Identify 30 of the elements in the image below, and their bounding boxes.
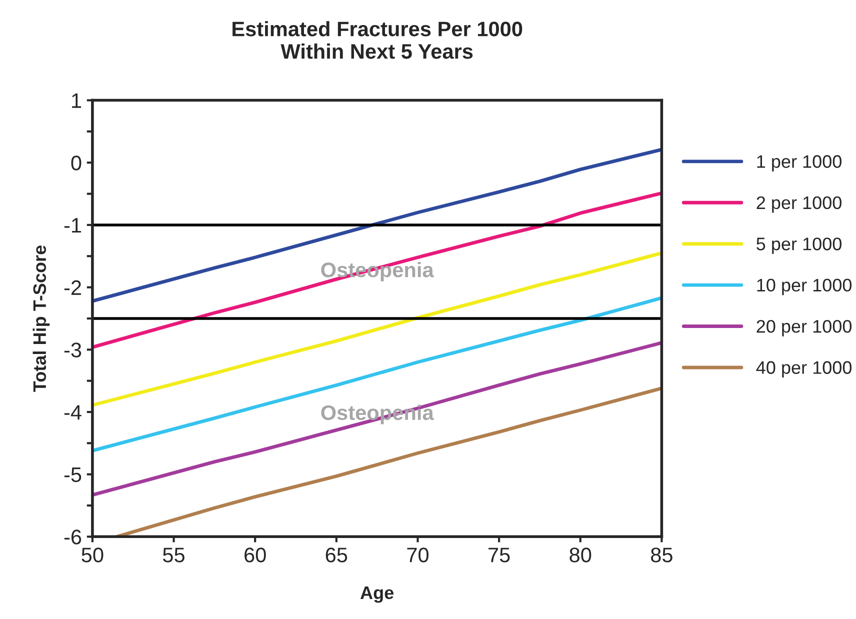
y-axis-title: Total Hip T-Score <box>32 246 50 392</box>
x-tick-label: 55 <box>163 548 184 562</box>
x-tick-label: 70 <box>407 548 428 562</box>
x-tick-label: 85 <box>651 548 672 562</box>
line-series <box>115 386 662 537</box>
y-tick-label: -4 <box>64 405 82 420</box>
x-tick-label: 65 <box>326 548 348 562</box>
y-tick-label: -2 <box>64 280 81 295</box>
legend-label: 2 per 1000 <box>756 196 842 213</box>
line-series <box>92 191 662 349</box>
y-tick-label: -5 <box>64 468 82 482</box>
line-series <box>92 296 662 452</box>
x-tick-label: 80 <box>570 548 592 562</box>
line-series <box>92 148 662 303</box>
y-tick-label: 1 <box>72 93 82 108</box>
legend-label: 10 per 1000 <box>757 278 852 296</box>
y-tick-label: -3 <box>64 342 82 358</box>
legend-label: 40 per 1000 <box>756 361 852 378</box>
x-axis-title: Age <box>360 586 394 603</box>
x-tick-label: 60 <box>244 548 266 562</box>
y-tick-label: 0 <box>71 156 82 170</box>
line-series <box>92 341 662 497</box>
legend-label: 1 per 1000 <box>757 155 842 172</box>
y-tick-label: -1 <box>64 218 82 233</box>
x-tick-label: 50 <box>82 548 104 562</box>
x-tick-label: 75 <box>488 548 510 562</box>
y-tick-label: -6 <box>64 530 82 544</box>
legend-label: 5 per 1000 <box>756 238 842 254</box>
legend-label: 20 per 1000 <box>756 320 852 336</box>
chart-title: Estimated Fractures Per 1000 Within Next 5 Years <box>232 21 522 59</box>
